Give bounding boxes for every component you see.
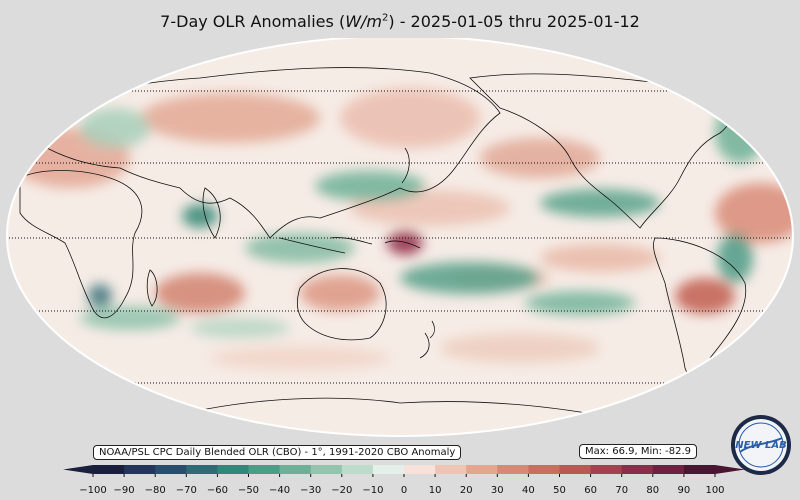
map-title: 7-Day OLR Anomalies (W/m2) - 2025-01-05 … <box>160 12 640 31</box>
max-label: Max: 66.9, <box>585 446 638 457</box>
colorbar-tick-label: 0 <box>401 485 407 496</box>
colorbar-cell <box>404 465 436 474</box>
colorbar-tick-label: 80 <box>646 485 659 496</box>
colorbar-cell <box>124 465 156 474</box>
colorbar-cell <box>310 465 343 474</box>
colorbar-tick-label: −80 <box>145 485 166 496</box>
colorbar-cells <box>63 465 745 474</box>
globe-outline <box>6 38 794 437</box>
source-label: NOAA/PSL CPC Daily Blended OLR (CBO) - 1… <box>93 445 462 460</box>
colorbar-extend-high <box>715 465 745 474</box>
colorbar: −100 −90 −80 −70 −60 −50 −40 −30 −20 −10 0 10 20 30 40… <box>63 465 745 496</box>
coastline-new-zealand <box>419 320 435 359</box>
logo-text: NEW LAB <box>735 440 786 451</box>
coastline-africa <box>19 170 143 319</box>
colorbar-tick-label: 90 <box>678 485 691 496</box>
colorbar-tick-label: −70 <box>176 485 197 496</box>
colorbar-tick-label: 20 <box>460 485 473 496</box>
colorbar-cell <box>466 465 498 474</box>
coastline-greenland <box>679 56 741 89</box>
colorbar-tick-label: −30 <box>300 485 321 496</box>
coastline-japan <box>401 147 410 184</box>
coastline-indonesia <box>279 237 421 254</box>
min-label: Min: -82.9 <box>640 446 692 457</box>
colorbar-cell <box>186 465 218 474</box>
colorbar-cell <box>497 465 529 474</box>
map-field <box>7 38 793 436</box>
colorbar-cell <box>652 465 685 474</box>
colorbar-tick-label: −40 <box>269 485 290 496</box>
coastline-eurasia <box>29 67 501 239</box>
colorbar-tick-label: 10 <box>429 485 442 496</box>
colorbar-extend-low <box>63 465 93 474</box>
colorbar-tick-label: −20 <box>331 485 352 496</box>
colorbar-cell <box>341 465 374 474</box>
colorbar-tick-label: −60 <box>207 485 228 496</box>
colorbar-tick-label: 40 <box>522 485 535 496</box>
colorbar-tick-label: 30 <box>491 485 504 496</box>
colorbar-cell <box>559 465 592 474</box>
coastline-antarctica <box>149 397 641 424</box>
colorbar-cell <box>683 465 716 474</box>
coastline-india <box>202 187 221 239</box>
colorbar-cell <box>279 465 312 474</box>
colorbar-tick-label: 60 <box>584 485 597 496</box>
colorbar-cell <box>217 465 249 474</box>
colorbar-cell <box>590 465 623 474</box>
coastline-madagascar <box>146 269 158 307</box>
colorbar-tick-label: 70 <box>615 485 628 496</box>
colorbar-cell <box>248 465 281 474</box>
coastline-australia <box>297 268 387 341</box>
colorbar-ticks: −100 −90 −80 −70 −60 −50 −40 −30 −20 −10 0 10 20 30 40… <box>79 474 725 496</box>
colorbar-tick-label: 50 <box>553 485 566 496</box>
colorbar-cell <box>93 465 125 474</box>
newlab-logo: NEW LAB <box>731 415 791 475</box>
colorbar-cell <box>372 465 405 474</box>
colorbar-tick-label: −50 <box>238 485 259 496</box>
colorbar-tick-label: −10 <box>362 485 383 496</box>
colorbar-cell <box>435 465 467 474</box>
olr-anomaly-map <box>6 38 794 437</box>
colorbar-tick-label: −100 <box>79 485 106 496</box>
colorbar-cell <box>621 465 654 474</box>
stats-label: Max: 66.9, Min: -82.9 <box>579 444 698 459</box>
colorbar-cell <box>528 465 560 474</box>
colorbar-tick-label: −90 <box>114 485 135 496</box>
colorbar-tick-label: 100 <box>705 485 724 496</box>
colorbar-cell <box>155 465 187 474</box>
